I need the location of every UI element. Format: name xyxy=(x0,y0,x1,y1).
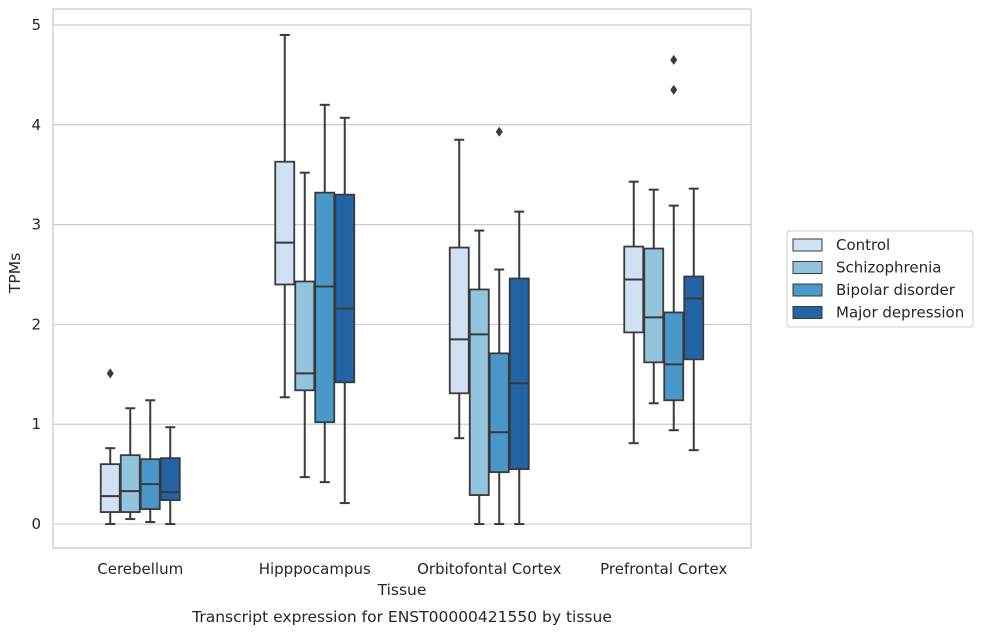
box-body xyxy=(334,193,356,384)
outlier-point xyxy=(670,84,678,95)
legend-frame xyxy=(786,230,974,328)
box-body xyxy=(683,275,705,361)
box-schizophrenia xyxy=(468,229,490,526)
legend-label: Control xyxy=(836,236,890,254)
y-tick-label: 3 xyxy=(31,216,41,234)
y-tick-label: 5 xyxy=(31,16,41,34)
plot-frame xyxy=(52,8,752,549)
box-major-depression xyxy=(683,187,705,452)
box-body xyxy=(643,247,665,364)
box-body xyxy=(119,454,141,513)
legend: Control Schizophrenia Bipolar disorder Majo… xyxy=(786,230,974,328)
x-axis-title: Tissue xyxy=(377,581,427,599)
box-bipolar-disorder xyxy=(314,103,336,484)
box-schizophrenia xyxy=(119,407,141,521)
y-tick-label: 1 xyxy=(31,415,41,433)
box-major-depression xyxy=(334,116,356,505)
box-body xyxy=(488,352,510,474)
x-tick-labels: Cerebellum Hipppocampus Orbitofontal Corte… xyxy=(97,560,727,578)
box-body xyxy=(294,280,316,392)
y-axis-title: TPMs xyxy=(6,253,24,294)
box-schizophrenia xyxy=(294,171,316,479)
box-body xyxy=(663,311,685,402)
x-tick-label: Prefrontal Cortex xyxy=(600,560,727,578)
box-body xyxy=(159,457,181,501)
box-control xyxy=(274,33,296,399)
box-schizophrenia xyxy=(643,188,665,405)
boxes xyxy=(99,33,705,526)
legend-swatch xyxy=(792,306,823,319)
chart-caption: Transcript expression for ENST0000042155… xyxy=(191,608,612,626)
box-body xyxy=(99,463,121,513)
box-body xyxy=(468,288,490,496)
box-body xyxy=(623,245,645,334)
box-control xyxy=(448,138,470,440)
y-tick-label: 4 xyxy=(31,116,41,134)
box-body xyxy=(448,246,470,395)
box-body xyxy=(508,277,530,471)
box-bipolar-disorder xyxy=(663,54,685,432)
y-tick-label: 2 xyxy=(31,315,41,333)
outlier-point xyxy=(106,368,114,379)
legend-swatch xyxy=(792,283,823,297)
box-body xyxy=(274,160,296,286)
box-bipolar-disorder xyxy=(139,399,161,524)
y-tick-labels: 0 1 2 3 4 5 xyxy=(31,16,41,533)
outlier-point xyxy=(670,54,678,65)
x-tick-label: Orbitofontal Cortex xyxy=(417,560,561,578)
box-bipolar-disorder xyxy=(488,126,510,526)
legend-label: Major depression xyxy=(836,304,964,322)
y-tick-label: 0 xyxy=(31,515,41,533)
legend-swatch xyxy=(792,261,823,274)
x-tick-label: Hipppocampus xyxy=(259,560,371,578)
legend-label: Schizophrenia xyxy=(836,259,941,277)
box-major-depression xyxy=(508,210,530,526)
legend-label: Bipolar disorder xyxy=(836,281,956,299)
legend-swatch xyxy=(792,238,823,252)
outlier-point xyxy=(495,126,503,137)
box-control xyxy=(623,180,645,445)
box-body xyxy=(314,191,336,424)
x-tick-label: Cerebellum xyxy=(97,560,183,578)
box-control xyxy=(99,368,121,526)
box-major-depression xyxy=(159,426,181,526)
